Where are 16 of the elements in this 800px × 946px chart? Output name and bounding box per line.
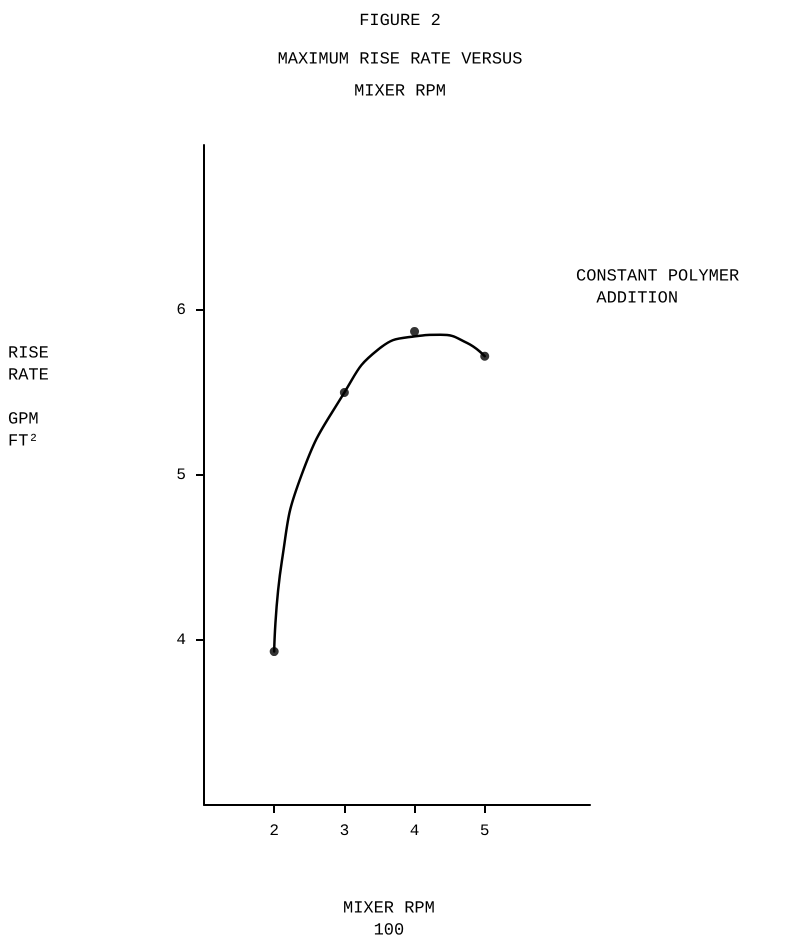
y-tick-label: 5 xyxy=(176,466,186,484)
x-tick-label: 3 xyxy=(340,822,350,840)
annotation: CONSTANT POLYMER ADDITION xyxy=(576,268,740,308)
point xyxy=(340,388,349,397)
x-tick-label: 5 xyxy=(480,822,490,840)
point xyxy=(270,647,279,656)
y-tick-label: 4 xyxy=(176,631,186,649)
chart-subtitle: MAXIMUM RISE RATE VERSUS MIXER RPM xyxy=(278,50,522,102)
x-axis-title: MIXER RPM 100 xyxy=(342,900,435,940)
text: RISE RATE GPM FT² xyxy=(8,344,49,452)
y-tick-label: 6 xyxy=(176,301,186,319)
chart-title: FIGURE 2 xyxy=(359,12,441,31)
point xyxy=(480,352,490,361)
x-tick-label: 4 xyxy=(410,822,420,840)
x-tick-label: 2 xyxy=(269,822,279,840)
point xyxy=(410,326,420,336)
